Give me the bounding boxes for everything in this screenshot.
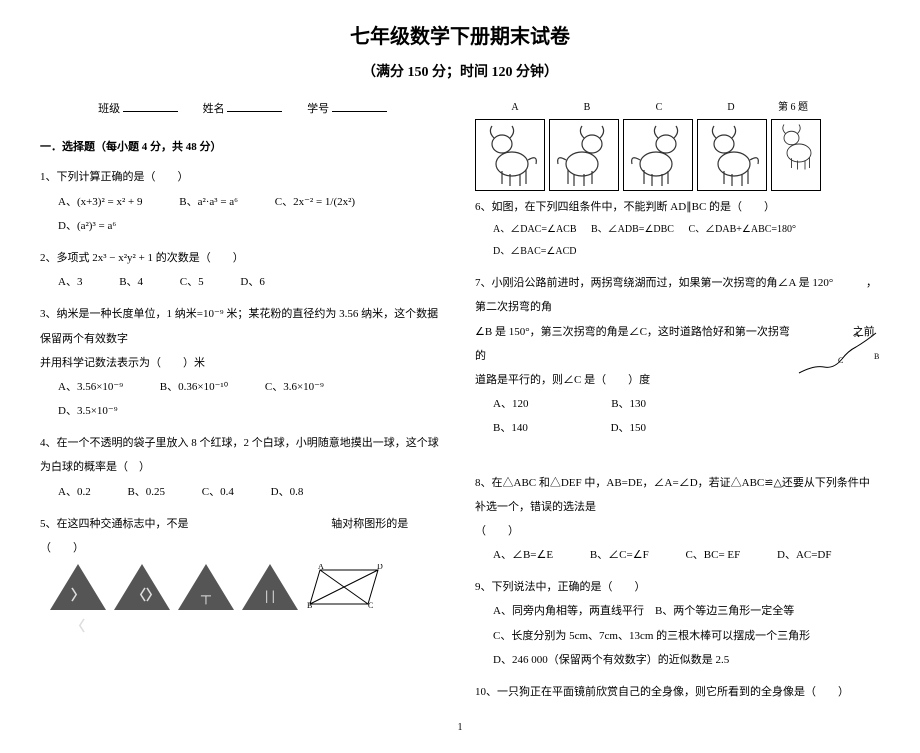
id-label: 学号 <box>307 103 329 115</box>
svg-text:D: D <box>377 564 383 571</box>
q8-opt-a: A、∠B=∠E <box>493 549 553 561</box>
question-5: 5、在这四种交通标志中，不是 轴对称图形的是（ ） 〉〈 〈〉 ┬ | | <box>40 512 445 610</box>
q6-opt-a: A、∠DAC=∠ACB <box>493 224 577 235</box>
q7-text2: ∠B 是 150°，第三次拐弯的角是∠C，这时道路恰好和第一次拐弯 <box>475 326 790 338</box>
dog-box-b <box>549 119 619 191</box>
left-column: 班级 姓名 学号 一．选择题（每小题 4 分，共 48 分） 1、下列计算正确的… <box>40 97 445 712</box>
q1-opt-a: A、(x+3)² = x² + 9 <box>58 196 142 208</box>
id-blank[interactable] <box>332 99 387 112</box>
class-blank[interactable] <box>123 99 178 112</box>
q6-label-d: D <box>697 97 765 119</box>
q9-opt-c: D、246 000（保留两个有效数字）的近似数是 2.5 <box>493 654 729 666</box>
q6-label-c: C <box>625 97 693 119</box>
q8-text2: （ ） <box>475 519 880 543</box>
q6-opt-c: C、∠DAB+∠ABC=180° <box>688 224 796 235</box>
q1-opt-d: D、(a²)³ = a⁶ <box>58 220 116 232</box>
section-1-header: 一．选择题（每小题 4 分，共 48 分） <box>40 135 445 159</box>
q3-opt-d: D、3.5×10⁻⁹ <box>58 405 118 417</box>
q1-text: 1、下列计算正确的是（ ） <box>40 165 445 189</box>
q6-label-a: A <box>481 97 549 119</box>
q7-path-diagram: A C B <box>794 325 884 385</box>
svg-text:C: C <box>838 356 843 365</box>
dog-box-a <box>475 119 545 191</box>
q7-opt-a: A、120 <box>493 398 528 410</box>
question-10: 10、一只狗正在平面镜前欣赏自己的全身像，则它所看到的全身像是（ ） <box>475 680 880 704</box>
dog-box-c <box>623 119 693 191</box>
q3-text2: 并用科学记数法表示为（ ）米 <box>40 351 445 375</box>
question-4: 4、在一个不透明的袋子里放入 8 个红球，2 个白球，小明随意地摸出一球，这个球… <box>40 431 445 504</box>
question-3: 3、纳米是一种长度单位，1 纳米=10⁻⁹ 米；某花粉的直径约为 3.56 纳米… <box>40 302 445 423</box>
svg-text:B: B <box>307 601 312 610</box>
q8-opt-b: B、∠C=∠F <box>590 549 649 561</box>
q5-diagram-row: 〉〈 〈〉 ┬ | | A D <box>50 564 445 610</box>
q3-opt-a: A、3.56×10⁻⁹ <box>58 381 123 393</box>
page-subtitle: （满分 150 分；时间 120 分钟） <box>40 61 880 81</box>
q2-opt-d: D、6 <box>240 276 264 288</box>
q4-opt-c: C、0.4 <box>202 486 234 498</box>
q4-opt-b: B、0.25 <box>127 486 165 498</box>
q1-opt-c: C、2x⁻² = 1/(2x²) <box>275 196 355 208</box>
name-blank[interactable] <box>227 99 282 112</box>
q3-opt-c: C、3.6×10⁻⁹ <box>265 381 324 393</box>
dog-box-d <box>697 119 767 191</box>
question-9: 9、下列说法中，正确的是（ ） A、同旁内角相等，两直线平行 B、两个等边三角形… <box>475 575 880 672</box>
q8-opt-d: D、AC=DF <box>777 549 832 561</box>
q7-opt-d: D、150 <box>611 422 646 434</box>
svg-text:B: B <box>874 352 879 361</box>
student-info-line: 班级 姓名 学号 <box>40 97 445 121</box>
question-1: 1、下列计算正确的是（ ） A、(x+3)² = x² + 9 B、a²·a³ … <box>40 165 445 238</box>
q6-labels: A B C D 第 6 题 <box>481 97 880 119</box>
q7-opt-b: B、130 <box>611 398 646 410</box>
q5-parallelogram: A D B C <box>306 564 384 610</box>
page-number: 1 <box>40 722 880 733</box>
q9-opt-a: A、同旁内角相等，两直线平行 B、两个等边三角形一定全等 <box>493 605 794 617</box>
q4-opt-a: A、0.2 <box>58 486 91 498</box>
q9-opt-b: C、长度分别为 5cm、7cm、13cm 的三根木棒可以摆成一个三角形 <box>493 630 810 642</box>
dog-box-extra <box>771 119 821 191</box>
q3-text1: 3、纳米是一种长度单位，1 纳米=10⁻⁹ 米；某花粉的直径约为 3.56 纳米… <box>40 302 445 350</box>
q2-text: 2、多项式 2x³ − x²y² + 1 的次数是（ ） <box>40 246 445 270</box>
dog-images-row <box>475 119 880 191</box>
q6-label-fig: 第 6 题 <box>769 97 817 119</box>
q1-opt-b: B、a²·a³ = a⁶ <box>179 196 238 208</box>
question-8: 8、在△ABC 和△DEF 中，AB=DE，∠A=∠D，若证△ABC≌△还要从下… <box>475 471 880 568</box>
q6-opt-d: D、∠BAC=∠ACD <box>493 246 577 257</box>
q6-label-b: B <box>553 97 621 119</box>
q7-opt-c: B、140 <box>493 422 528 434</box>
q2-opt-b: B、4 <box>119 276 143 288</box>
traffic-sign-4: | | <box>242 564 298 610</box>
traffic-sign-1: 〉〈 <box>50 564 106 610</box>
q6-text: 6、如图，在下列四组条件中，不能判断 AD∥BC 的是（ ） <box>475 195 880 219</box>
q3-opt-b: B、0.36×10⁻¹⁰ <box>160 381 228 393</box>
class-label: 班级 <box>98 103 120 115</box>
traffic-sign-2: 〈〉 <box>114 564 170 610</box>
q4-text: 4、在一个不透明的袋子里放入 8 个红球，2 个白球，小明随意地摸出一球，这个球… <box>40 431 445 479</box>
two-column-layout: 班级 姓名 学号 一．选择题（每小题 4 分，共 48 分） 1、下列计算正确的… <box>40 97 880 712</box>
svg-text:A: A <box>854 330 860 339</box>
q5-text: 5、在这四种交通标志中，不是 <box>40 518 189 530</box>
q8-opt-c: C、BC= EF <box>685 549 740 561</box>
svg-text:C: C <box>368 601 373 610</box>
q4-opt-d: D、0.8 <box>271 486 304 498</box>
question-2: 2、多项式 2x³ − x²y² + 1 的次数是（ ） A、3 B、4 C、5… <box>40 246 445 294</box>
name-label: 姓名 <box>203 103 225 115</box>
q2-opt-c: C、5 <box>180 276 204 288</box>
svg-text:A: A <box>318 564 324 571</box>
right-column: A B C D 第 6 题 <box>475 97 880 712</box>
q8-text: 8、在△ABC 和△DEF 中，AB=DE，∠A=∠D，若证△ABC≌△还要从下… <box>475 471 880 519</box>
question-7: 7、小刚沿公路前进时，两拐弯绕湖而过，如果第一次拐弯的角∠A 是 120° ，第… <box>475 271 880 440</box>
q9-text: 9、下列说法中，正确的是（ ） <box>475 575 880 599</box>
traffic-sign-3: ┬ <box>178 564 234 610</box>
question-6: 6、如图，在下列四组条件中，不能判断 AD∥BC 的是（ ） A、∠DAC=∠A… <box>475 195 880 263</box>
page-title: 七年级数学下册期末试卷 <box>40 20 880 49</box>
q10-text: 10、一只狗正在平面镜前欣赏自己的全身像，则它所看到的全身像是（ ） <box>475 680 880 704</box>
q2-opt-a: A、3 <box>58 276 82 288</box>
q6-opt-b: B、∠ADB=∠DBC <box>591 224 674 235</box>
q7-text1: 7、小刚沿公路前进时，两拐弯绕湖而过，如果第一次拐弯的角∠A 是 120° <box>475 277 833 289</box>
